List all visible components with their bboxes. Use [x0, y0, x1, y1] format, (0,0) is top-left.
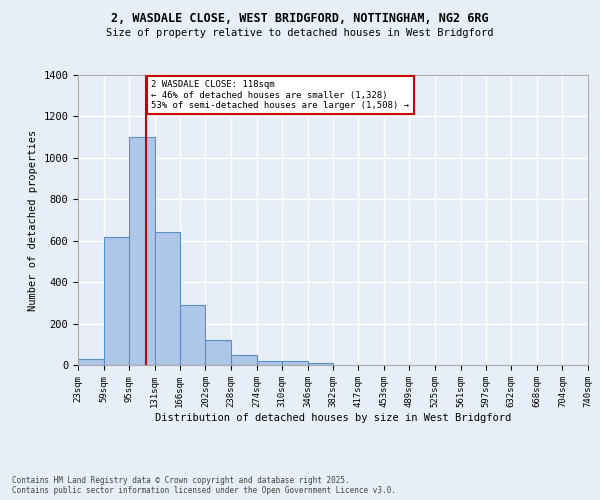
- Bar: [308, 363, 334, 365]
- Bar: [180, 305, 205, 365]
- Text: Size of property relative to detached houses in West Bridgford: Size of property relative to detached ho…: [106, 28, 494, 38]
- Text: 2, WASDALE CLOSE, WEST BRIDGFORD, NOTTINGHAM, NG2 6RG: 2, WASDALE CLOSE, WEST BRIDGFORD, NOTTIN…: [111, 12, 489, 26]
- Y-axis label: Number of detached properties: Number of detached properties: [28, 130, 38, 310]
- Bar: [104, 236, 129, 365]
- Bar: [282, 361, 308, 365]
- Text: 2 WASDALE CLOSE: 118sqm
← 46% of detached houses are smaller (1,328)
53% of semi: 2 WASDALE CLOSE: 118sqm ← 46% of detache…: [151, 80, 409, 110]
- Bar: [78, 359, 104, 365]
- Bar: [231, 354, 257, 365]
- Bar: [257, 361, 282, 365]
- Bar: [205, 340, 231, 365]
- Bar: [155, 232, 180, 365]
- Bar: [129, 137, 155, 365]
- Text: Contains HM Land Registry data © Crown copyright and database right 2025.
Contai: Contains HM Land Registry data © Crown c…: [12, 476, 396, 495]
- X-axis label: Distribution of detached houses by size in West Bridgford: Distribution of detached houses by size …: [155, 412, 511, 422]
